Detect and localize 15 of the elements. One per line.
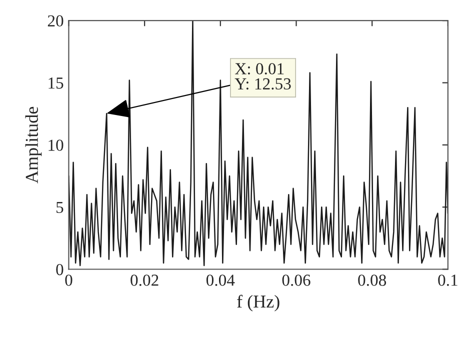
annotation: X: 0.01 Y: 12.53 — [234, 63, 291, 90]
x-tick-label: 0.08 — [358, 274, 386, 286]
y-tick-label: 5 — [56, 202, 64, 214]
y-tick-label: 10 — [48, 140, 64, 151]
y-tick-label: 0 — [56, 264, 64, 276]
y-tick-label: 20 — [48, 15, 64, 27]
y-axis-title: Amplitude — [25, 106, 42, 184]
x-tick-label: 0 — [65, 274, 72, 286]
x-tick-label: 0.1 — [438, 274, 458, 286]
x-tick-label: 0.06 — [282, 274, 310, 286]
x-tick-label: 0.02 — [130, 274, 158, 286]
y-tick-label: 15 — [48, 78, 64, 89]
x-tick-label: 0.04 — [206, 274, 235, 286]
x-axis-title: f (Hz) — [237, 294, 280, 312]
line-series — [68, 20, 448, 266]
